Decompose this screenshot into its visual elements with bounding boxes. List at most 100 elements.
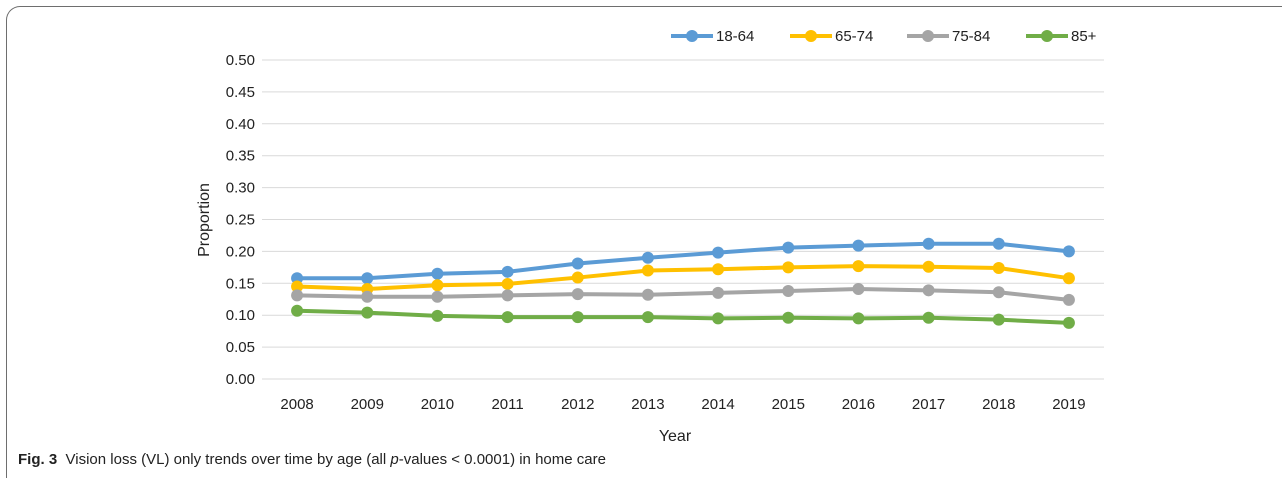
series-85+: [291, 304, 1075, 329]
legend-item: 85+: [1026, 28, 1097, 45]
gridlines: [262, 59, 1104, 380]
data-point: [782, 261, 795, 274]
legend-label: 75-84: [952, 28, 990, 45]
y-tick-label: 0.20: [226, 243, 255, 260]
data-point: [992, 261, 1005, 274]
y-tick-label: 0.00: [226, 371, 255, 388]
y-tick-label: 0.25: [226, 212, 255, 229]
x-axis-title: Year: [659, 428, 692, 445]
data-point: [1062, 293, 1075, 306]
data-point: [852, 283, 865, 296]
data-point: [431, 309, 444, 322]
y-tick-label: 0.45: [226, 84, 255, 101]
y-tick-label: 0.40: [226, 116, 255, 133]
x-tick-label: 2019: [1052, 396, 1085, 413]
data-point: [571, 311, 584, 324]
x-tick-label: 2011: [491, 396, 523, 413]
legend-item: 18-64: [671, 28, 754, 45]
data-point: [712, 286, 725, 299]
data-point: [361, 272, 374, 285]
legend-label: 18-64: [716, 28, 754, 45]
series-line: [297, 241, 1070, 281]
x-tick-label: 2009: [351, 396, 384, 413]
legend-label: 85+: [1071, 28, 1097, 45]
y-axis-title: Proportion: [196, 183, 213, 257]
data-point: [782, 311, 795, 324]
caption-label: Fig. 3: [18, 451, 58, 468]
x-tick-labels: 2008 2009 2010 2011 2012 2013 2014 2015 2016 2017…: [280, 396, 1085, 413]
data-point: [922, 237, 935, 250]
legend-marker: [922, 30, 934, 42]
legend-marker: [686, 30, 698, 42]
y-tick-label: 0.05: [226, 339, 255, 356]
figure-caption: Fig. 3 Vision loss (VL) only trends over…: [18, 451, 606, 468]
data-point: [501, 277, 514, 290]
data-point: [992, 286, 1005, 299]
data-point: [641, 311, 654, 324]
data-point: [992, 237, 1005, 250]
data-point: [852, 312, 865, 325]
data-point: [1062, 245, 1075, 258]
data-point: [291, 272, 304, 285]
data-point: [922, 284, 935, 297]
data-point: [712, 263, 725, 276]
y-tick-label: 0.50: [226, 52, 255, 69]
data-point: [431, 267, 444, 280]
legend-marker: [805, 30, 817, 42]
series-line: [297, 264, 1070, 292]
data-point: [501, 265, 514, 278]
data-point: [922, 311, 935, 324]
data-point: [571, 271, 584, 284]
data-point: [992, 313, 1005, 326]
data-point: [782, 284, 795, 297]
y-tick-label: 0.30: [226, 180, 255, 197]
x-tick-label: 2014: [701, 396, 734, 413]
caption-text-before: Vision loss (VL) only trends over time b…: [65, 451, 391, 468]
data-point: [641, 264, 654, 277]
y-tick-labels: 0.00 0.05 0.10 0.15 0.20 0.25 0.30 0.35 0.40 0.45…: [226, 52, 255, 388]
y-tick-label: 0.35: [226, 148, 255, 165]
series-line: [297, 308, 1070, 325]
legend-item: 65-74: [790, 28, 873, 45]
data-point: [641, 288, 654, 301]
legend-item: 75-84: [907, 28, 990, 45]
data-point: [431, 279, 444, 292]
series-75-84: [291, 283, 1075, 306]
x-tick-label: 2013: [631, 396, 664, 413]
data-point: [501, 289, 514, 302]
y-tick-label: 0.15: [226, 275, 255, 292]
series-18-64: [291, 237, 1075, 285]
legend-marker: [1041, 30, 1053, 42]
data-point: [852, 239, 865, 252]
x-tick-label: 2016: [842, 396, 875, 413]
data-point: [501, 311, 514, 324]
data-point: [922, 260, 935, 273]
x-tick-label: 2010: [421, 396, 454, 413]
figure-frame: [6, 6, 1282, 478]
data-point: [712, 312, 725, 325]
caption-text-after: -values < 0.0001) in home care: [398, 451, 606, 468]
data-point: [852, 260, 865, 273]
data-point: [431, 290, 444, 303]
series-65-74: [291, 260, 1075, 296]
data-point: [641, 251, 654, 264]
x-tick-label: 2012: [561, 396, 594, 413]
data-point: [712, 246, 725, 259]
data-point: [291, 289, 304, 302]
legend-label: 65-74: [835, 28, 873, 45]
x-tick-label: 2018: [982, 396, 1015, 413]
data-point: [1062, 272, 1075, 285]
data-point: [571, 257, 584, 270]
x-tick-label: 2015: [772, 396, 805, 413]
data-point: [571, 288, 584, 301]
data-point: [291, 304, 304, 317]
x-tick-label: 2017: [912, 396, 945, 413]
caption-italic: p: [390, 451, 399, 468]
data-point: [291, 280, 304, 293]
data-point: [1062, 316, 1075, 329]
x-tick-label: 2008: [280, 396, 313, 413]
legend: 18-64 65-74 75-84 85+: [671, 28, 1097, 45]
data-point: [361, 290, 374, 303]
data-point: [782, 241, 795, 254]
